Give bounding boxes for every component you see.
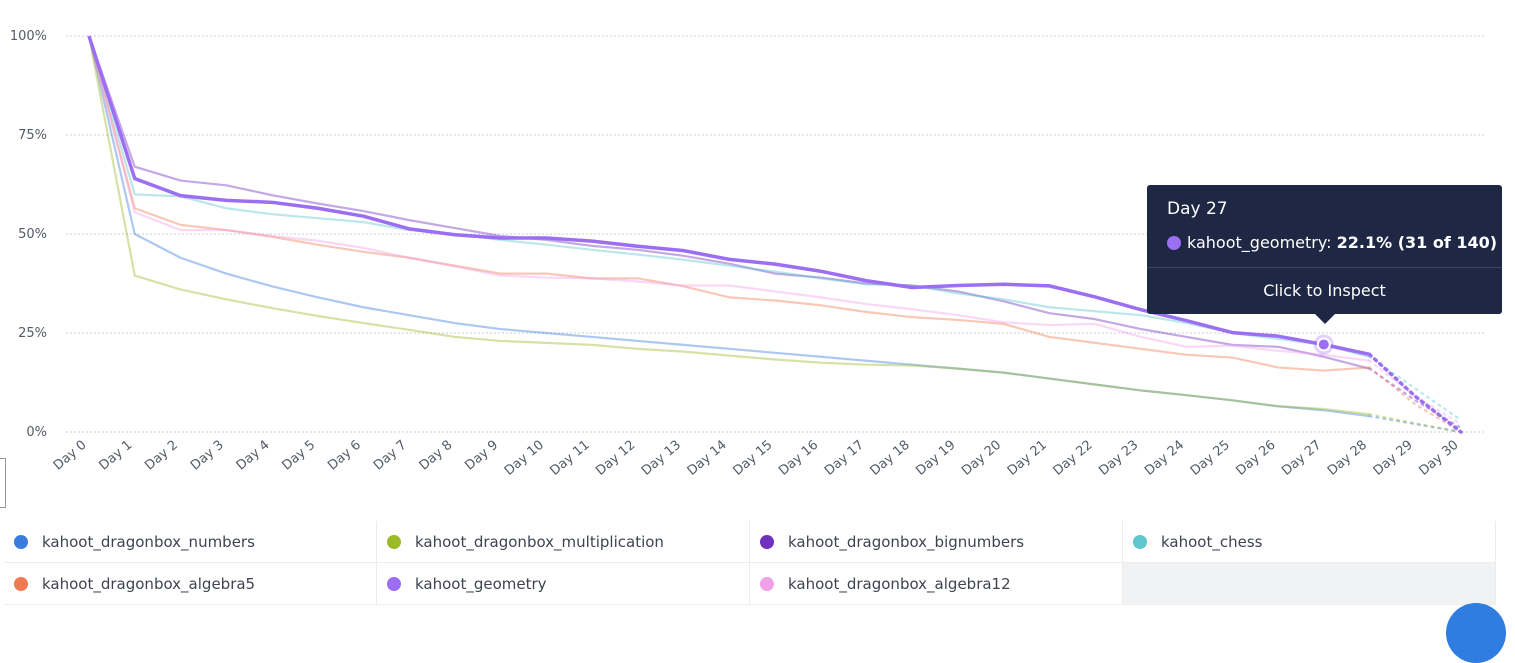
series-projection-kahoot_chess [1368, 355, 1463, 422]
tooltip-title: Day 27 [1167, 199, 1228, 219]
x-tick-label: Day 13 [639, 438, 684, 479]
x-tick-label: Day 9 [462, 438, 501, 474]
x-tick-label: Day 24 [1142, 438, 1187, 479]
x-tick-label: Day 5 [279, 438, 318, 474]
series-projection-kahoot_dragonbox_algebra12 [1368, 359, 1463, 426]
legend-empty-cell [1123, 563, 1496, 605]
series-line-kahoot_dragonbox_numbers[interactable] [87, 35, 1370, 418]
tooltip-series-name: kahoot_geometry: [1187, 233, 1332, 252]
x-tick-label: Day 28 [1325, 438, 1370, 479]
legend-item-kahoot_geometry[interactable]: kahoot_geometry [377, 563, 750, 605]
x-tick-label: Day 10 [502, 438, 547, 479]
chart-legend: kahoot_dragonbox_numbers kahoot_dragonbox… [4, 521, 1496, 605]
x-tick-label: Day 2 [142, 438, 181, 474]
legend-dot-icon [760, 534, 774, 549]
legend-label: kahoot_dragonbox_algebra5 [42, 574, 256, 593]
legend-item-kahoot_dragonbox_bignumbers[interactable]: kahoot_dragonbox_bignumbers [750, 521, 1123, 563]
tooltip-row: kahoot_geometry: 22.1% (31 of 140) [1167, 233, 1497, 252]
inspect-link[interactable]: Click to Inspect [1263, 281, 1386, 300]
legend-item-kahoot_dragonbox_multiplication[interactable]: kahoot_dragonbox_multiplication [377, 521, 750, 563]
legend-dot-icon [387, 576, 401, 591]
x-tick-label: Day 30 [1416, 438, 1461, 479]
x-tick-label: Day 4 [234, 438, 273, 474]
y-tick-label: 100% [10, 29, 47, 44]
legend-label: kahoot_dragonbox_multiplication [415, 532, 664, 551]
x-tick-label: Day 25 [1188, 438, 1233, 479]
x-tick-label: Day 19 [913, 438, 958, 479]
x-tick-label: Day 23 [1096, 438, 1141, 479]
y-tick-label: 25% [18, 326, 47, 341]
series-projection-kahoot_geometry [1367, 352, 1463, 434]
help-chat-button[interactable] [1446, 603, 1506, 663]
legend-label: kahoot_chess [1161, 532, 1263, 551]
x-tick-label: Day 11 [547, 438, 592, 479]
legend-label: kahoot_dragonbox_numbers [42, 532, 255, 551]
hover-point[interactable] [1316, 337, 1331, 352]
x-tick-label: Day 16 [776, 438, 821, 479]
x-tick-label: Day 14 [685, 438, 730, 479]
x-tick-label: Day 27 [1279, 438, 1324, 479]
tooltip-value: 22.1% (31 of 140) [1336, 233, 1498, 252]
legend-label: kahoot_dragonbox_bignumbers [788, 532, 1025, 551]
x-tick-label: Day 21 [1005, 438, 1050, 479]
series-line-kahoot_dragonbox_algebra12[interactable] [87, 35, 1370, 362]
x-tick-label: Day 7 [371, 438, 410, 474]
x-tick-label: Day 8 [417, 438, 456, 474]
retention-chart: 0% 25% 50% 75% 100% Day 0 Day 1 Day 2 Day 3 Day 4… [10, 29, 1485, 479]
chart-canvas: 0% 25% 50% 75% 100% Day 0 Day 1 Day 2 Day 3 Day 4… [10, 29, 1485, 479]
series-projection-kahoot_dragonbox_numbers [1368, 415, 1463, 434]
legend-dot-icon [14, 534, 28, 549]
x-tick-label: Day 15 [730, 438, 775, 479]
legend-label: kahoot_dragonbox_algebra12 [788, 574, 1011, 593]
x-tick-label: Day 17 [822, 438, 867, 479]
y-tick-label: 0% [26, 425, 47, 440]
x-tick-label: Day 3 [188, 438, 227, 474]
x-tick-label: Day 6 [325, 438, 364, 474]
x-tick-label: Day 0 [51, 438, 90, 474]
series-line-kahoot_chess[interactable] [87, 35, 1370, 358]
x-tick-label: Day 12 [593, 438, 638, 479]
legend-item-kahoot_dragonbox_numbers[interactable]: kahoot_dragonbox_numbers [4, 521, 377, 563]
x-tick-label: Day 20 [959, 438, 1004, 479]
y-tick-label: 75% [18, 128, 47, 143]
legend-dot-icon [387, 534, 401, 549]
legend-label: kahoot_geometry [415, 574, 547, 593]
hover-tooltip[interactable]: Day 27 kahoot_geometry: 22.1% (31 of 140… [1147, 185, 1502, 324]
series-line-kahoot_dragonbox_multiplication[interactable] [87, 35, 1370, 416]
series-projection-kahoot_dragonbox_algebra5 [1368, 366, 1463, 434]
legend-item-kahoot_chess[interactable]: kahoot_chess [1123, 521, 1496, 563]
legend-dot-icon [1133, 534, 1147, 549]
legend-dot-icon [760, 576, 774, 591]
legend-item-kahoot_dragonbox_algebra12[interactable]: kahoot_dragonbox_algebra12 [750, 563, 1123, 605]
x-tick-label: Day 18 [868, 438, 913, 479]
legend-dot-icon [14, 576, 28, 591]
chart-svg: 0% 25% 50% 75% 100% Day 0 Day 1 Day 2 Day 3 Day 4… [10, 29, 1485, 479]
series-projection-kahoot_dragonbox_multiplication [1368, 413, 1463, 434]
series-line-kahoot_dragonbox_bignumbers[interactable] [87, 35, 1370, 370]
legend-item-kahoot_dragonbox_algebra5[interactable]: kahoot_dragonbox_algebra5 [4, 563, 377, 605]
series-line-kahoot_dragonbox_algebra5[interactable] [87, 35, 1370, 372]
x-tick-label: Day 22 [1051, 438, 1096, 479]
side-panel-handle[interactable] [0, 458, 6, 508]
tooltip-series-dot-icon [1167, 235, 1181, 250]
x-tick-label: Day 1 [96, 438, 135, 474]
tooltip-divider [1147, 267, 1502, 268]
y-tick-label: 50% [18, 227, 47, 242]
x-tick-label: Day 26 [1233, 438, 1278, 479]
x-tick-label: Day 29 [1371, 438, 1416, 479]
